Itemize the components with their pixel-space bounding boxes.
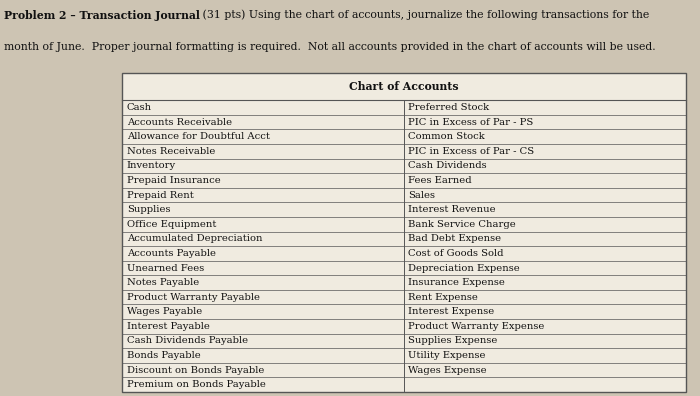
Text: Prepaid Rent: Prepaid Rent	[127, 190, 193, 200]
Text: Utility Expense: Utility Expense	[409, 351, 486, 360]
Text: Bad Debt Expense: Bad Debt Expense	[409, 234, 502, 243]
Text: Cash: Cash	[127, 103, 152, 112]
Text: Accumulated Depreciation: Accumulated Depreciation	[127, 234, 262, 243]
Text: Wages Expense: Wages Expense	[409, 366, 487, 375]
Text: PIC in Excess of Par - PS: PIC in Excess of Par - PS	[409, 118, 533, 127]
Text: Office Equipment: Office Equipment	[127, 220, 216, 229]
Text: Depreciation Expense: Depreciation Expense	[409, 263, 520, 272]
Text: Problem 2 – Transaction Journal: Problem 2 – Transaction Journal	[4, 10, 199, 21]
Text: Product Warranty Expense: Product Warranty Expense	[409, 322, 545, 331]
Text: Discount on Bonds Payable: Discount on Bonds Payable	[127, 366, 264, 375]
Text: Cost of Goods Sold: Cost of Goods Sold	[409, 249, 504, 258]
Text: Sales: Sales	[409, 190, 435, 200]
Text: Inventory: Inventory	[127, 161, 176, 170]
Text: Preferred Stock: Preferred Stock	[409, 103, 489, 112]
Text: Notes Receivable: Notes Receivable	[127, 147, 215, 156]
Text: Allowance for Doubtful Acct: Allowance for Doubtful Acct	[127, 132, 270, 141]
Text: Premium on Bonds Payable: Premium on Bonds Payable	[127, 380, 265, 389]
Text: Product Warranty Payable: Product Warranty Payable	[127, 293, 260, 302]
Text: Interest Payable: Interest Payable	[127, 322, 209, 331]
Text: Interest Expense: Interest Expense	[409, 307, 495, 316]
Text: Cash Dividends Payable: Cash Dividends Payable	[127, 337, 248, 345]
Text: Insurance Expense: Insurance Expense	[409, 278, 505, 287]
Text: (31 pts) Using the chart of accounts, journalize the following transactions for : (31 pts) Using the chart of accounts, jo…	[199, 10, 650, 21]
Text: Supplies: Supplies	[127, 205, 170, 214]
Text: Accounts Receivable: Accounts Receivable	[127, 118, 232, 127]
Text: Cash Dividends: Cash Dividends	[409, 161, 487, 170]
Text: Rent Expense: Rent Expense	[409, 293, 478, 302]
Text: Notes Payable: Notes Payable	[127, 278, 199, 287]
Text: Common Stock: Common Stock	[409, 132, 485, 141]
Text: Supplies Expense: Supplies Expense	[409, 337, 498, 345]
Text: month of June.  Proper journal formatting is required.  Not all accounts provide: month of June. Proper journal formatting…	[4, 42, 655, 51]
Text: Fees Earned: Fees Earned	[409, 176, 472, 185]
Text: Interest Revenue: Interest Revenue	[409, 205, 496, 214]
Text: Unearned Fees: Unearned Fees	[127, 263, 204, 272]
Text: Chart of Accounts: Chart of Accounts	[349, 81, 459, 92]
Text: Bonds Payable: Bonds Payable	[127, 351, 200, 360]
Text: Accounts Payable: Accounts Payable	[127, 249, 216, 258]
Text: Bank Service Charge: Bank Service Charge	[409, 220, 516, 229]
Text: Prepaid Insurance: Prepaid Insurance	[127, 176, 220, 185]
Text: Wages Payable: Wages Payable	[127, 307, 202, 316]
Text: PIC in Excess of Par - CS: PIC in Excess of Par - CS	[409, 147, 535, 156]
